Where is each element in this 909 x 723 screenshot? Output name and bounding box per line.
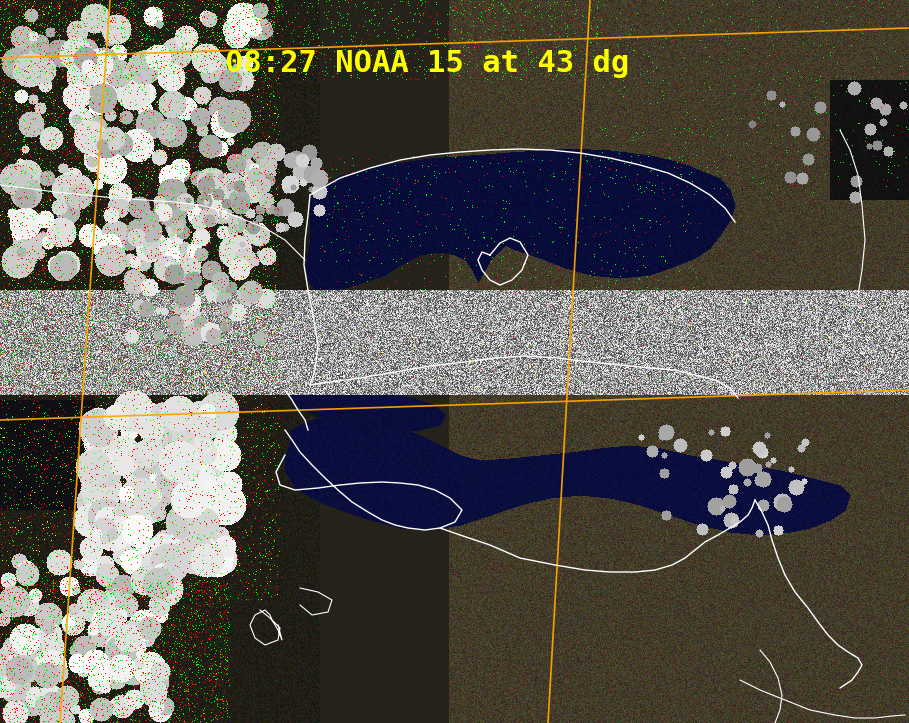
Text: 08:27 NOAA 15 at 43 dg: 08:27 NOAA 15 at 43 dg (225, 49, 629, 78)
